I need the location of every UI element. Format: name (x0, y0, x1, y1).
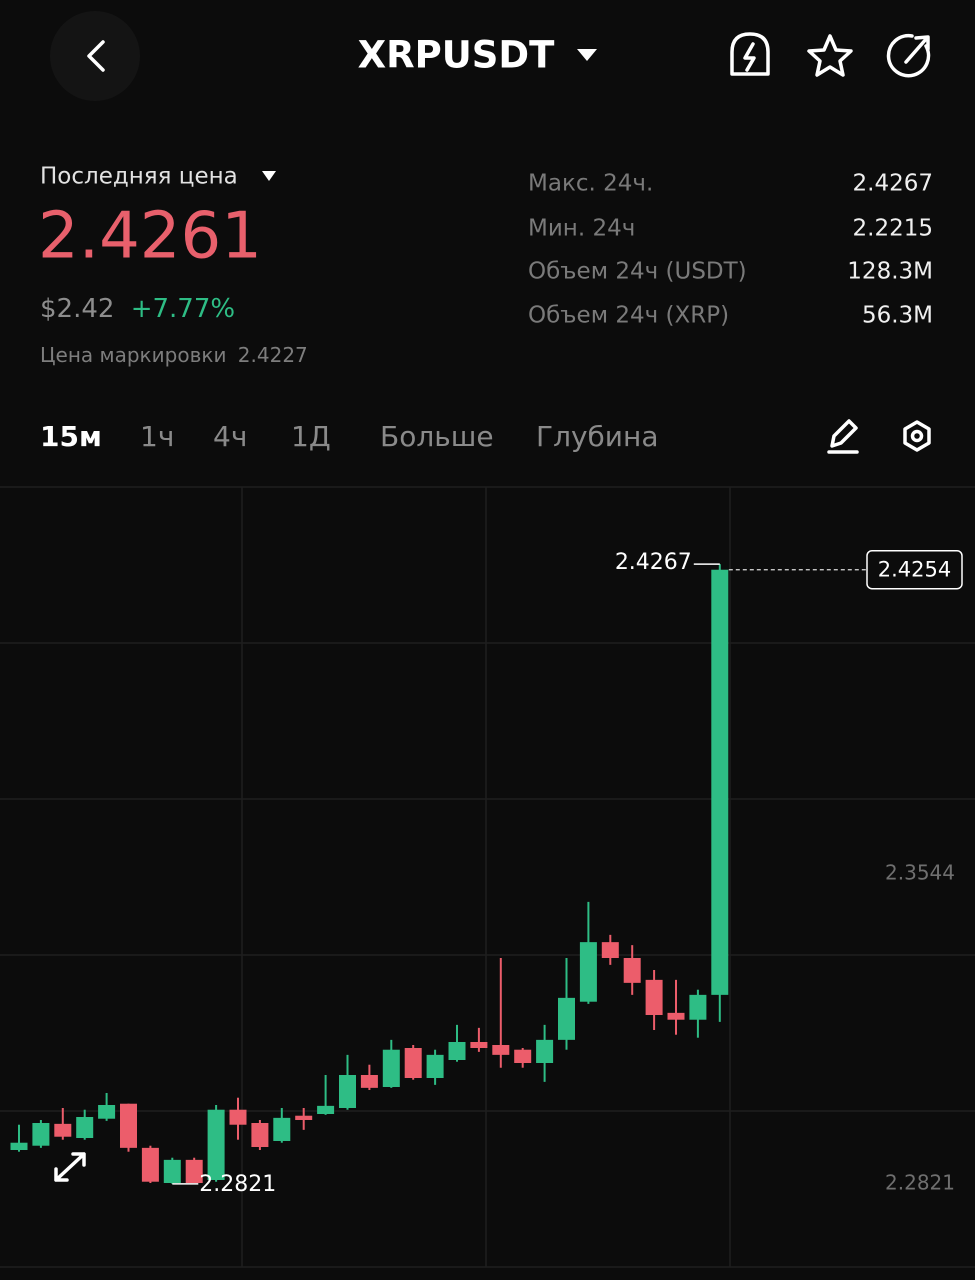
candle-body (536, 1039, 554, 1063)
share-arrow (904, 35, 930, 64)
candle-body (426, 1054, 444, 1078)
stats: Макс. 24ч. 2.4267 Мин. 24ч 2.2215 Объем 24ч … (528, 171, 933, 329)
y-tick-label: 2.2821 (885, 1170, 955, 1194)
stat-label: Объем 24ч (USDT) (528, 259, 747, 285)
candle-body (492, 1045, 510, 1055)
candle-body (229, 1109, 247, 1125)
last-price-label[interactable]: Последняя цена (40, 164, 238, 190)
candle-body (54, 1123, 72, 1137)
candle-body (470, 1042, 488, 1048)
settings-dot (910, 429, 924, 443)
candle-body (623, 958, 641, 983)
candle-body (120, 1103, 137, 1148)
candle-body (404, 1048, 422, 1078)
timeframe-tab[interactable]: Глубина (536, 420, 658, 453)
timeframe-tab[interactable]: 15м (40, 420, 102, 453)
back-button-bg (50, 11, 140, 101)
candle-body (339, 1075, 356, 1108)
stat-label: Мин. 24ч (528, 216, 635, 242)
share-button[interactable] (886, 33, 931, 78)
candle-body (711, 569, 729, 995)
stat-value: 2.2215 (853, 216, 933, 242)
timeframe-tab[interactable]: 1Д (291, 420, 331, 453)
min-label: 2.2821 (199, 1172, 276, 1197)
stat-label: Макс. 24ч. (528, 171, 653, 197)
stat-label: Объем 24ч (XRP) (528, 303, 729, 329)
price-line: $2.42 +7.77% (40, 294, 235, 324)
pair-dropdown-caret[interactable] (577, 49, 597, 61)
expand-icon (54, 1152, 86, 1182)
pen-icon (830, 419, 858, 448)
candle-body (579, 942, 597, 1002)
alert-bolt (743, 42, 756, 72)
candle-body (689, 994, 707, 1020)
fullscreen-button[interactable] (54, 1152, 86, 1182)
y-tick-label: 2.3544 (885, 861, 955, 885)
candle-body (163, 1159, 181, 1183)
candle-body (32, 1123, 50, 1146)
candle-body (251, 1123, 269, 1147)
candle-body (295, 1115, 313, 1120)
last-price-caret[interactable] (262, 171, 276, 181)
candle-body (382, 1049, 400, 1087)
mark-price-label: Цена маркировки (40, 343, 226, 367)
candlestick-chart: 2.3544 2.2821 2.4267 2.2821 2.4254 (10, 549, 963, 1197)
timeframe-tab[interactable]: 1ч (140, 420, 174, 453)
settings-hex (903, 420, 931, 452)
last-price: 2.4261 (38, 200, 262, 274)
price-change: +7.77% (131, 294, 235, 324)
draw-tool-button[interactable] (827, 419, 859, 454)
candle-body (601, 942, 619, 958)
alert-icon (730, 32, 770, 76)
candle-body (141, 1147, 159, 1182)
candle-body (76, 1117, 94, 1138)
current-price-label: 2.4254 (878, 558, 951, 582)
mark-price: Цена маркировки 2.4227 (40, 343, 308, 367)
candle-body (98, 1105, 116, 1119)
candle-body (448, 1042, 466, 1060)
usd-price: $2.42 (40, 294, 114, 324)
candle-body (360, 1075, 378, 1088)
timeframe-tabs: 15м 1ч 4ч 1Д Больше Глубина (40, 420, 658, 453)
alert-button[interactable] (730, 32, 770, 76)
pair-title[interactable]: XRPUSDT (358, 34, 556, 77)
candle-body (207, 1109, 225, 1180)
candle-body (667, 1012, 685, 1020)
settings-button[interactable] (903, 420, 931, 452)
mark-price-value: 2.4227 (238, 343, 308, 367)
timeframe-tab[interactable]: Больше (380, 420, 494, 453)
stat-value: 2.4267 (853, 171, 933, 197)
stat-value: 56.3M (862, 303, 933, 329)
back-icon (87, 40, 105, 72)
max-label: 2.4267 (615, 550, 692, 575)
favorite-button[interactable] (807, 34, 853, 77)
share-circle (886, 33, 931, 78)
timeframe-tab[interactable]: 4ч (213, 420, 247, 453)
candle-body (645, 979, 663, 1015)
current-price-box (866, 549, 963, 590)
candle-body (10, 1142, 28, 1150)
back-button[interactable] (50, 11, 140, 101)
chart-panel (0, 486, 975, 1268)
candle-body (317, 1105, 335, 1114)
candle-body (185, 1159, 203, 1183)
candle-body (558, 997, 575, 1040)
candle-body (273, 1117, 291, 1141)
candle-body (514, 1049, 532, 1063)
stat-value: 128.3M (847, 259, 933, 285)
